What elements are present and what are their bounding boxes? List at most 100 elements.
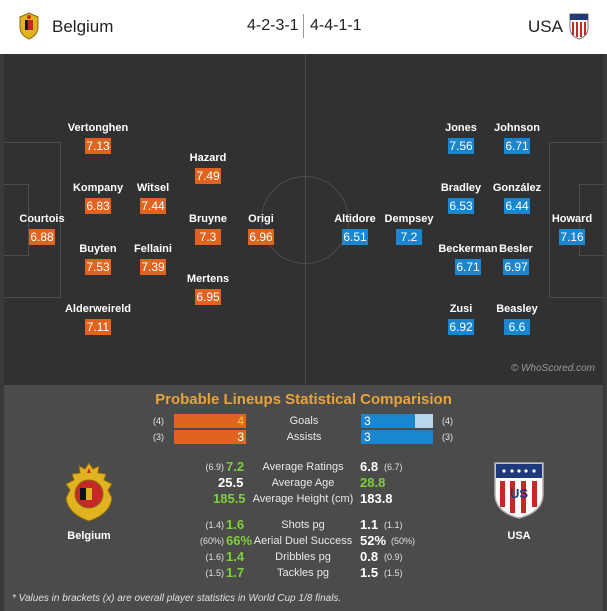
home-penalty-box (4, 142, 61, 298)
player-card[interactable]: Fellaini 7.39 (117, 243, 189, 276)
stat-row: (1.5) 1.7 Tackles pg 1.5 (1.5) (4, 565, 603, 581)
player-name: Buyten (79, 243, 117, 255)
player-card[interactable]: Bradley 6.53 (425, 182, 497, 215)
player-rating: 7.13 (85, 138, 111, 154)
away-value: 28.8 (360, 475, 386, 490)
stat-row: (60%) 66% Aerial Duel Success 52% (50%) (4, 533, 603, 549)
player-card[interactable]: Vertonghen 7.13 (62, 122, 134, 155)
player-card[interactable]: Beasley 6.6 (481, 303, 553, 336)
pitch: Vertonghen 7.13 Kompany 6.83 Witsel 7.44… (4, 54, 603, 385)
player-name: Dempsey (384, 213, 434, 225)
player-name: González (492, 182, 542, 194)
home-assists-bar: 3 (174, 430, 246, 444)
player-card[interactable]: Bruyne 7.3 (172, 213, 244, 246)
player-card[interactable]: Buyten 7.53 (62, 243, 134, 276)
stat-row: (6.9) 7.2 Average Ratings 6.8 (6.7) (4, 459, 603, 475)
player-name: Zusi (449, 303, 473, 315)
home-bracket: (60%) (199, 536, 224, 546)
player-rating: 7.53 (85, 259, 111, 275)
away-bracket: (50%) (391, 536, 416, 546)
home-value: 185.5 (213, 491, 246, 506)
player-name: Johnson (494, 122, 540, 134)
home-value: 7.2 (226, 459, 245, 474)
stat-row: (1.6) 1.4 Dribbles pg 0.8 (0.9) (4, 549, 603, 565)
away-crest-label: USA (507, 530, 531, 542)
player-card[interactable]: Johnson 6.71 (481, 122, 553, 155)
player-name: Beckerman (438, 243, 498, 255)
player-rating: 7.56 (448, 138, 474, 154)
player-card[interactable]: Howard 7.16 (536, 213, 603, 246)
player-card[interactable]: Witsel 7.44 (117, 182, 189, 215)
player-rating: 7.39 (140, 259, 166, 275)
player-name: Alderweireld (64, 303, 132, 315)
home-bracket: (1.6) (205, 552, 224, 562)
player-rating: 6.53 (448, 198, 474, 214)
home-value: 1.4 (226, 549, 245, 564)
player-card[interactable]: Courtois 6.88 (6, 213, 78, 246)
player-name: Witsel (136, 182, 170, 194)
assists-label: Assists (286, 431, 322, 443)
belgium-crest-icon (65, 462, 113, 522)
player-card[interactable]: Origi 6.96 (225, 213, 297, 246)
player-rating: 7.11 (85, 319, 111, 335)
stat-label: Shots pg (281, 519, 325, 531)
away-formation: 4-4-1-1 (310, 17, 362, 34)
player-card[interactable]: Alderweireld 7.11 (62, 303, 134, 336)
player-rating: 6.97 (503, 259, 529, 275)
player-card[interactable]: González 6.44 (481, 182, 553, 215)
player-name: Courtois (19, 213, 65, 225)
player-rating: 6.96 (248, 229, 274, 245)
away-goals-bar: 3 (361, 414, 415, 428)
stats-title: Probable Lineups Statistical Comparision (155, 391, 452, 408)
away-value: 6.8 (360, 459, 379, 474)
player-card[interactable]: Beckerman 6.71 (432, 243, 504, 276)
player-name: Bruyne (189, 213, 227, 225)
away-assists-bar: 3 (361, 430, 433, 444)
player-rating: 7.3 (195, 229, 221, 245)
home-formation: 4-2-3-1 (247, 17, 299, 34)
home-goals-bar: 4 (174, 414, 246, 428)
stat-label: Average Ratings (262, 461, 344, 473)
player-name: Howard (551, 213, 593, 225)
player-card[interactable]: Altidore 6.51 (319, 213, 391, 246)
home-value: 25.5 (218, 475, 244, 490)
away-bracket: (6.7) (384, 462, 403, 472)
away-goals-value: 3 (364, 414, 371, 428)
away-value: 1.5 (360, 565, 379, 580)
usa-crest-icon: US (494, 462, 544, 519)
away-goals-bracket: (4) (442, 416, 453, 426)
player-card[interactable]: Zusi 6.92 (425, 303, 497, 336)
player-rating: 7.49 (195, 168, 221, 184)
player-card[interactable]: Dempsey 7.2 (373, 213, 445, 246)
player-rating: 6.88 (29, 229, 55, 245)
stat-row: (1.4) 1.6 Shots pg 1.1 (1.1) (4, 517, 603, 533)
player-rating: 6.71 (455, 259, 481, 275)
home-value: 1.7 (226, 565, 245, 580)
home-team-name: Belgium (52, 17, 114, 36)
player-card[interactable]: Kompany 6.83 (62, 182, 134, 215)
home-assists-bracket: (3) (153, 432, 164, 442)
player-name: Altidore (334, 213, 376, 225)
center-circle (261, 176, 349, 264)
home-assists-value: 3 (237, 430, 244, 444)
goals-label: Goals (289, 415, 319, 427)
away-value: 52% (360, 533, 387, 548)
player-card[interactable]: Jones 7.56 (425, 122, 497, 155)
player-rating: 6.6 (504, 319, 530, 335)
stat-label: Tackles pg (277, 567, 329, 579)
formation-divider (303, 14, 304, 38)
player-name: Mertens (186, 273, 230, 285)
home-goals-bracket: (4) (153, 416, 164, 426)
player-name: Beasley (496, 303, 538, 315)
home-goal-box (4, 184, 29, 256)
player-card[interactable]: Mertens 6.95 (172, 273, 244, 306)
player-card[interactable]: Besler 6.97 (480, 243, 552, 276)
player-rating: 6.95 (195, 289, 221, 305)
away-assists-value: 3 (364, 430, 371, 444)
home-value: 1.6 (226, 517, 245, 532)
away-value: 183.8 (360, 491, 393, 506)
match-header: Belgium 4-2-3-1 4-4-1-1 USA (0, 0, 607, 54)
player-name: Jones (445, 122, 477, 134)
player-card[interactable]: Hazard 7.49 (172, 152, 244, 185)
